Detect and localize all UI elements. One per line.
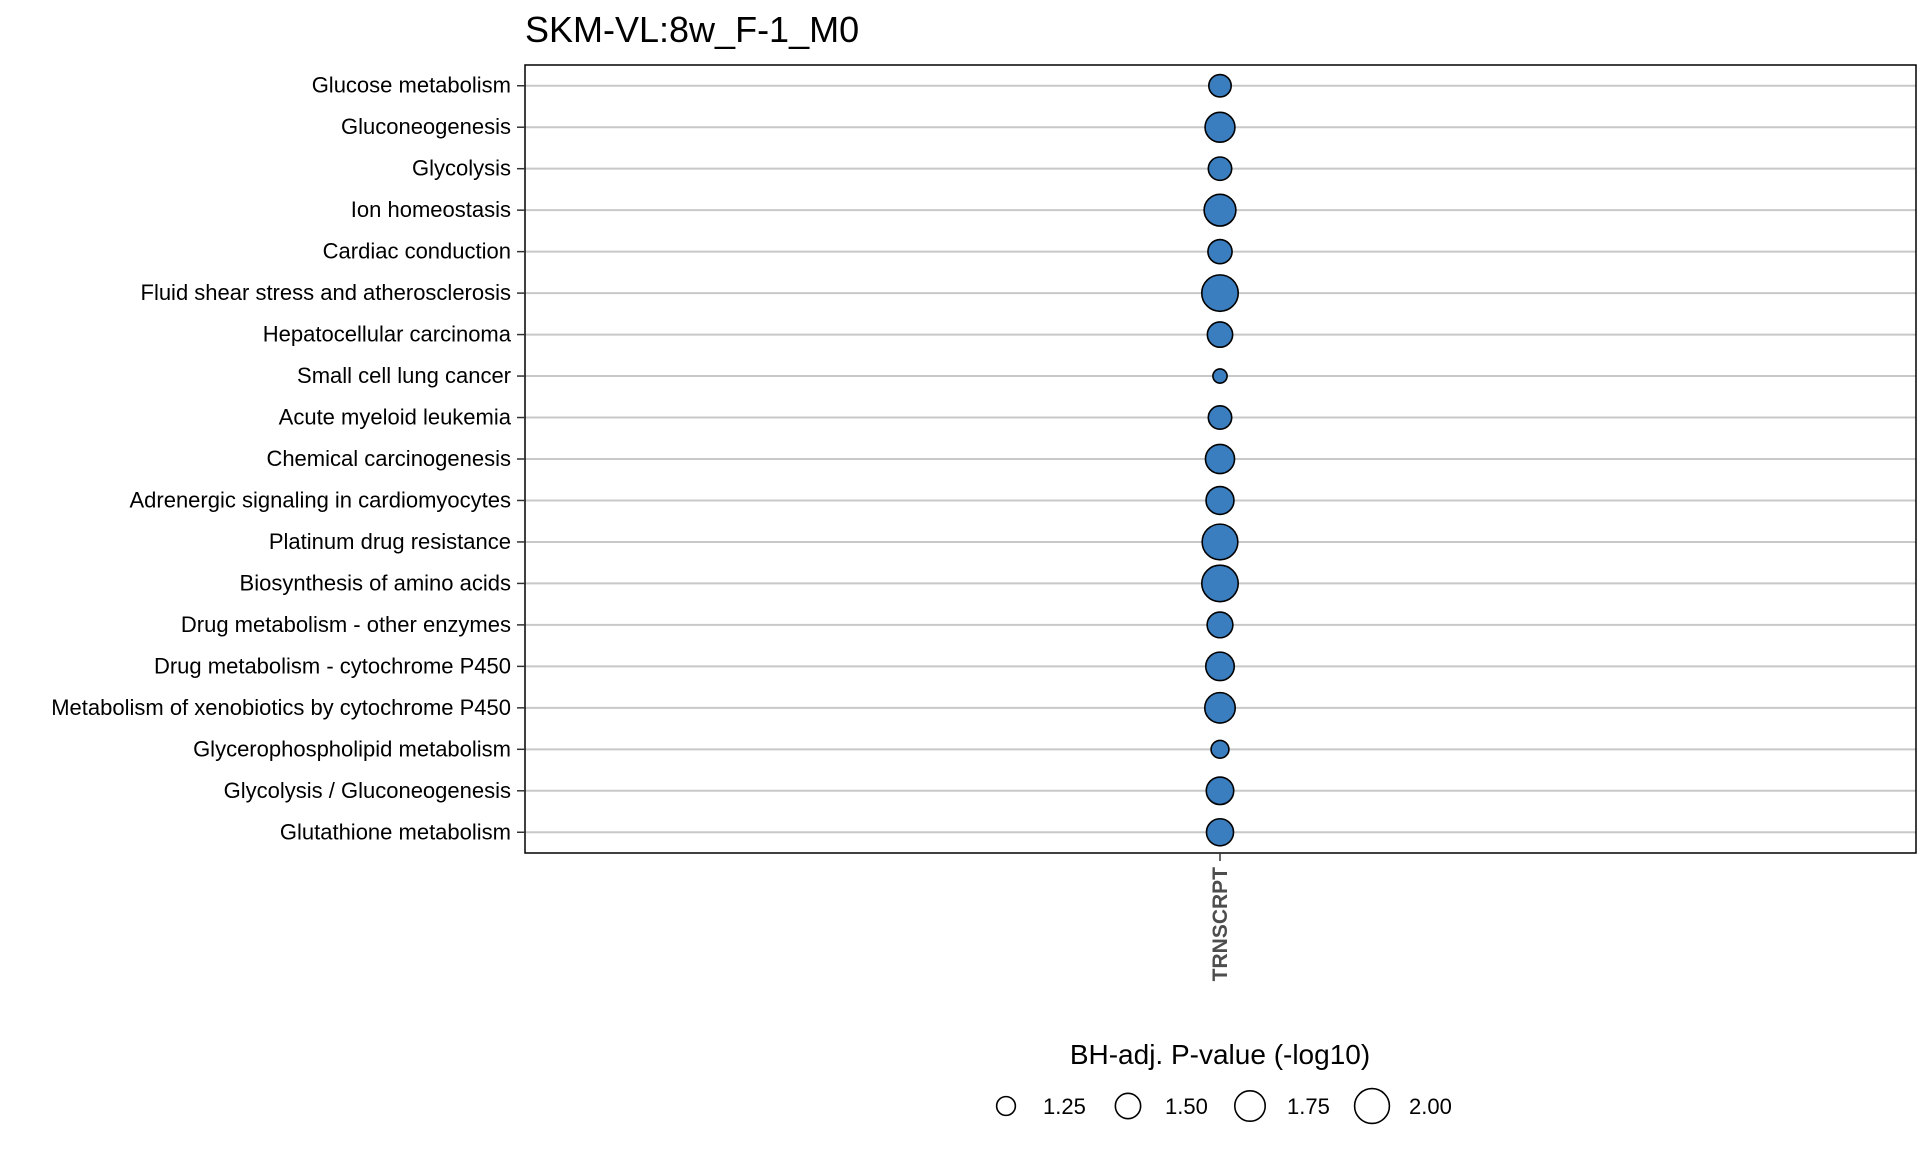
legend-title: BH-adj. P-value (-log10) — [1070, 1039, 1370, 1070]
legend-key-1-75 — [1233, 1089, 1267, 1123]
y-tick-label-adrenergic-signaling-in-cardiomyocytes: Adrenergic signaling in cardiomyocytes — [129, 487, 511, 512]
legend-label-1-75: 1.75 — [1287, 1094, 1330, 1119]
y-tick-label-drug-metabolism-cytochrome-p450: Drug metabolism - cytochrome P450 — [154, 653, 511, 678]
point-platinum-drug-resistance — [1201, 523, 1239, 561]
point-ion-homeostasis — [1203, 193, 1237, 227]
point-gluconeogenesis — [1204, 111, 1236, 143]
point-drug-metabolism-other-enzymes — [1206, 611, 1234, 639]
point-glycolysis-gluconeogenesis — [1205, 776, 1235, 806]
y-tick-label-acute-myeloid-leukemia: Acute myeloid leukemia — [279, 405, 512, 430]
point-glycolysis — [1207, 156, 1233, 182]
legend-items: 1.25 1.50 1.75 2.00 — [995, 1087, 1452, 1125]
point-drug-metabolism-cytochrome-p450 — [1204, 651, 1236, 682]
y-tick-label-hepatocellular-carcinoma: Hepatocellular carcinoma — [263, 322, 512, 347]
y-tick-label-metabolism-of-xenobiotics-by-cytochrome-p450: Metabolism of xenobiotics by cytochrome … — [51, 695, 511, 720]
point-chemical-carcinogenesis — [1204, 443, 1236, 475]
y-tick-label-ion-homeostasis: Ion homeostasis — [351, 197, 511, 222]
data-points — [1200, 73, 1240, 847]
y-tick-label-gluconeogenesis: Gluconeogenesis — [341, 114, 511, 139]
y-tick-label-biosynthesis-of-amino-acids: Biosynthesis of amino acids — [240, 570, 511, 595]
point-small-cell-lung-cancer — [1212, 368, 1228, 384]
y-tick-label-glycolysis: Glycolysis — [412, 156, 511, 181]
legend-label-1-50: 1.50 — [1165, 1094, 1208, 1119]
y-tick-label-glycolysis-gluconeogenesis: Glycolysis / Gluconeogenesis — [224, 778, 511, 803]
point-fluid-shear-stress-and-atherosclerosis — [1200, 274, 1240, 313]
point-biosynthesis-of-amino-acids — [1200, 564, 1240, 603]
y-tick-label-fluid-shear-stress-and-atherosclerosis: Fluid shear stress and atherosclerosis — [141, 280, 512, 305]
legend-key-1-50 — [1114, 1092, 1142, 1120]
y-tick-label-chemical-carcinogenesis: Chemical carcinogenesis — [266, 446, 511, 471]
point-adrenergic-signaling-in-cardiomyocytes — [1205, 485, 1235, 516]
legend-key-1-25 — [995, 1095, 1017, 1117]
point-glutathione-metabolism — [1205, 817, 1235, 847]
point-metabolism-of-xenobiotics-by-cytochrome-p450 — [1203, 691, 1237, 724]
y-tick-label-glutathione-metabolism: Glutathione metabolism — [280, 819, 511, 844]
point-hepatocellular-carcinoma — [1206, 321, 1234, 349]
point-glucose-metabolism — [1208, 73, 1232, 98]
y-tick-label-platinum-drug-resistance: Platinum drug resistance — [269, 529, 511, 554]
point-acute-myeloid-leukemia — [1207, 405, 1233, 431]
y-tick-label-small-cell-lung-cancer: Small cell lung cancer — [297, 363, 511, 388]
y-tick-label-glucose-metabolism: Glucose metabolism — [312, 73, 511, 98]
point-glycerophospholipid-metabolism — [1210, 739, 1230, 760]
y-tick-label-glycerophospholipid-metabolism: Glycerophospholipid metabolism — [193, 736, 511, 761]
point-cardiac-conduction — [1207, 238, 1233, 265]
size-legend: BH-adj. P-value (-log10) 1.25 1.50 1.75 2.0… — [995, 1039, 1452, 1125]
legend-label-2-00: 2.00 — [1409, 1094, 1452, 1119]
x-axis: TRNSCRPT — [1209, 853, 1232, 981]
y-tick-label-drug-metabolism-other-enzymes: Drug metabolism - other enzymes — [181, 612, 511, 637]
legend-key-2-00 — [1353, 1087, 1391, 1125]
legend-label-1-25: 1.25 — [1043, 1094, 1086, 1119]
y-tick-label-cardiac-conduction: Cardiac conduction — [323, 239, 511, 264]
chart-title: SKM-VL:8w_F-1_M0 — [525, 9, 859, 50]
x-tick-label-trnscrpt: TRNSCRPT — [1209, 867, 1232, 982]
y-axis: Glucose metabolism Gluconeogenesis Glycoly… — [51, 73, 525, 844]
